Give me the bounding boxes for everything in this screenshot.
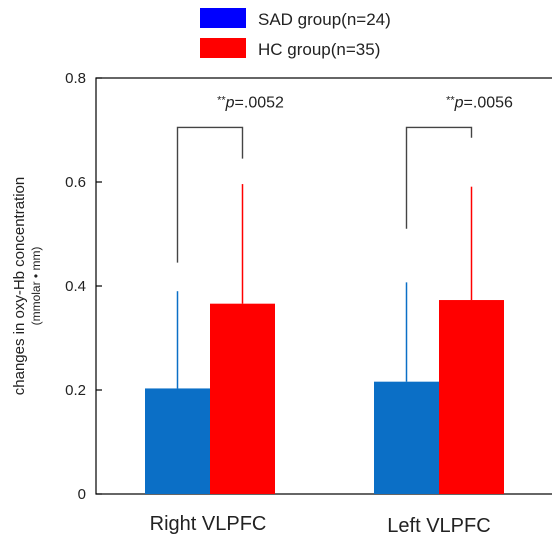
legend-swatch-hc xyxy=(200,38,246,58)
p-value: =.0056 xyxy=(464,94,513,111)
y-tick-label: 0.2 xyxy=(65,382,86,399)
p-value-label: **p=.0052 xyxy=(217,94,284,111)
p-symbol: p xyxy=(225,94,235,111)
y-axis-label: changes in oxy-Hb concentration (mmolar … xyxy=(11,177,43,395)
y-axis-title: changes in oxy-Hb concentration xyxy=(11,177,28,395)
x-tick-label-right-vlpfc: Right VLPFC xyxy=(150,513,267,535)
x-tick-label-left-vlpfc: Left VLPFC xyxy=(387,515,490,537)
significance-bracket xyxy=(176,126,244,263)
significance-annotations: **p=.0052 **p=.0056 xyxy=(176,94,513,263)
y-axis-unit: (mmolar • mm) xyxy=(29,247,43,326)
y-tick-label: 0.4 xyxy=(65,278,86,295)
y-axis-ticks: 0 0.2 0.4 0.6 0.8 xyxy=(65,70,102,503)
significance-stars: ** xyxy=(217,94,226,106)
legend-label-sad: SAD group(n=24) xyxy=(258,10,391,29)
y-tick-label: 0.8 xyxy=(65,70,86,87)
legend: SAD group(n=24) HC group(n=35) xyxy=(200,8,391,59)
p-value: =.0052 xyxy=(235,94,284,111)
y-tick-label: 0 xyxy=(78,486,86,503)
error-bars xyxy=(176,184,473,389)
significance-bracket xyxy=(405,126,473,229)
x-axis-labels: Right VLPFC Left VLPFC xyxy=(150,513,491,537)
y-tick-label: 0.6 xyxy=(65,174,86,191)
legend-label-hc: HC group(n=35) xyxy=(258,40,380,59)
bar-hc-right xyxy=(210,303,275,494)
significance-stars: ** xyxy=(446,94,455,106)
p-symbol: p xyxy=(454,94,464,111)
bars xyxy=(145,300,504,494)
bar-sad-right xyxy=(145,388,210,494)
p-value-label: **p=.0056 xyxy=(446,94,513,111)
legend-swatch-sad xyxy=(200,8,246,28)
bar-sad-left xyxy=(374,381,439,494)
bar-hc-left xyxy=(439,300,504,494)
